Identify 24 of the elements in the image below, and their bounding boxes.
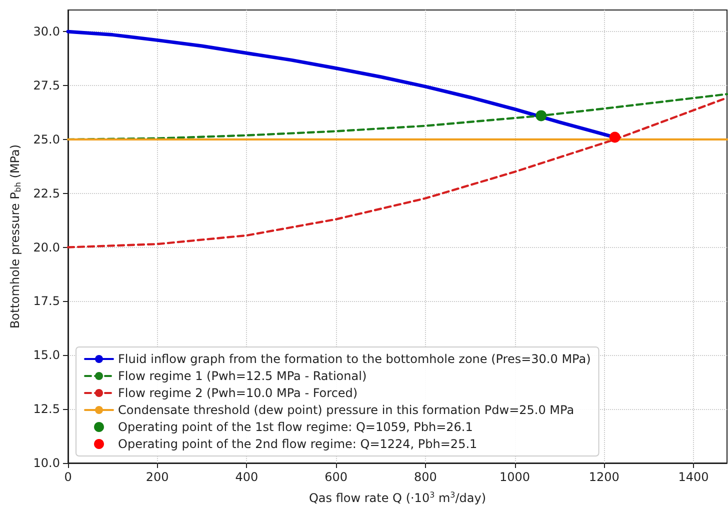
- y-tick-label: 22.5: [33, 186, 60, 200]
- x-tick-label: 1400: [678, 470, 709, 484]
- x-tick-label: 0: [64, 470, 72, 484]
- x-tick-label: 1200: [588, 470, 620, 484]
- x-tick-label: 1000: [500, 470, 530, 484]
- legend-label: Flow regime 1 (Pwh=12.5 MPa - Rational): [118, 369, 367, 383]
- legend-label: Flow regime 2 (Pwh=10.0 MPa - Forced): [118, 386, 358, 400]
- y-axis-title: Bottomhole pressure Pbh (MPa): [8, 144, 22, 329]
- y-tick-label: 15.0: [33, 348, 60, 362]
- y-tick-label: 25.0: [33, 132, 60, 146]
- x-tick-label: 400: [235, 470, 258, 484]
- y-tick-label: 12.5: [33, 402, 60, 416]
- y-tick-label: 30.0: [33, 24, 60, 39]
- y-tick-label: 27.5: [33, 78, 60, 92]
- y-tick-label: 10.0: [33, 456, 60, 470]
- y-tick-label: 20.0: [33, 240, 60, 254]
- legend-label: Operating point of the 1st flow regime: Q=1059, Pbh=26.1: [118, 420, 473, 434]
- legend-label: Operating point of the 2nd flow regime: Q=1224, Pbh=25.1: [118, 437, 478, 451]
- legend-label: Condensate threshold (dew point) pressure in this formation Pdw=25.0 MPa: [118, 403, 574, 417]
- x-tick-label: 200: [146, 470, 169, 484]
- legend-label: Fluid inflow graph from the formation to the bottomhole zone (Pres=30.0 MPa): [118, 352, 591, 366]
- x-tick-label: 800: [414, 470, 437, 484]
- x-tick-label: 600: [324, 470, 348, 484]
- y-tick-label: 17.5: [33, 294, 60, 308]
